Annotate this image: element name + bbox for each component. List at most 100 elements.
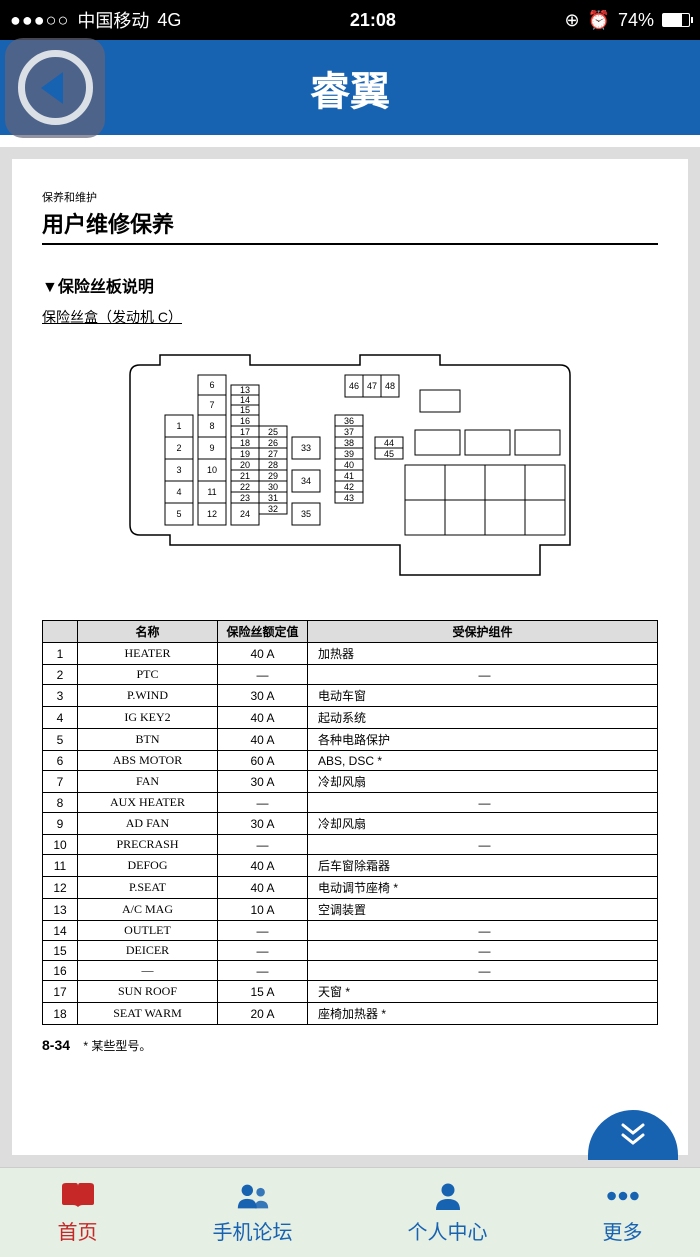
fuse-table: 名称 保险丝额定值 受保护组件 1HEATER40 A加热器2PTC——3P.W… [42,620,658,1025]
svg-text:2: 2 [176,443,181,453]
tab-profile[interactable]: 个人中心 [408,1180,488,1245]
table-row: 16——— [43,961,658,981]
footnote-text: * 某些型号。 [83,1039,151,1053]
tab-forum[interactable]: 手机论坛 [213,1180,293,1245]
chevron-down-double-icon [618,1122,648,1148]
table-row: 5BTN40 A各种电路保护 [43,729,658,751]
page-title: 用户维修保养 [42,207,658,245]
fuse-diagram: 1 2 3 4 5 6 7 8 9 10 11 12 13 14 15 16 1… [120,345,580,585]
svg-text:20: 20 [240,460,250,470]
svg-text:43: 43 [344,493,354,503]
svg-text:21: 21 [240,471,250,481]
svg-text:9: 9 [209,443,214,453]
svg-text:48: 48 [385,381,395,391]
svg-text:7: 7 [209,400,214,410]
table-row: 12P.SEAT40 A电动调节座椅 * [43,877,658,899]
svg-text:17: 17 [240,427,250,437]
subsection-title: 保险丝盒（发动机 C） [42,307,658,327]
table-row: 8AUX HEATER—— [43,793,658,813]
svg-text:38: 38 [344,438,354,448]
table-row: 15DEICER—— [43,941,658,961]
svg-text:8: 8 [209,421,214,431]
svg-text:47: 47 [367,381,377,391]
svg-text:45: 45 [384,449,394,459]
svg-text:31: 31 [268,493,278,503]
table-row: 17SUN ROOF15 A天窗 * [43,981,658,1003]
svg-text:22: 22 [240,482,250,492]
nav-header: 睿翼 [0,40,700,135]
expand-button[interactable] [588,1110,678,1160]
nav-title: 睿翼 [310,59,390,117]
carrier-label: 中国移动 [77,7,149,33]
table-row: 11DEFOG40 A后车窗除霜器 [43,855,658,877]
svg-text:37: 37 [344,427,354,437]
svg-text:36: 36 [344,416,354,426]
svg-text:41: 41 [344,471,354,481]
table-row: 9AD FAN30 A冷却风扇 [43,813,658,835]
svg-text:3: 3 [176,465,181,475]
th-name: 名称 [78,621,218,643]
svg-text:5: 5 [176,509,181,519]
svg-text:26: 26 [268,438,278,448]
svg-text:10: 10 [207,465,217,475]
svg-text:16: 16 [240,416,250,426]
svg-text:11: 11 [207,487,216,497]
table-row: 10PRECRASH—— [43,835,658,855]
table-row: 1HEATER40 A加热器 [43,643,658,665]
svg-text:24: 24 [240,509,250,519]
table-row: 3P.WIND30 A电动车窗 [43,685,658,707]
document-page: 保养和维护 用户维修保养 ▼保险丝板说明 保险丝盒（发动机 C） 1 2 3 4… [12,159,688,1155]
svg-text:46: 46 [349,381,359,391]
tab-label: 更多 [603,1216,643,1245]
breadcrumb: 保养和维护 [42,189,658,205]
svg-text:28: 28 [268,460,278,470]
svg-text:44: 44 [384,438,394,448]
table-row: 7FAN30 A冷却风扇 [43,771,658,793]
svg-text:19: 19 [240,449,250,459]
tab-home[interactable]: 首页 [58,1180,98,1245]
svg-text:42: 42 [344,482,354,492]
svg-text:35: 35 [301,509,311,519]
svg-text:1: 1 [176,421,181,431]
th-rating: 保险丝额定值 [218,621,308,643]
table-row: 4IG KEY240 A起动系统 [43,707,658,729]
alarm-icon: ⏰ [588,10,610,31]
svg-text:14: 14 [240,395,250,405]
page-number: 8-34 [42,1037,70,1053]
th-component: 受保护组件 [308,621,658,643]
section-title: ▼保险丝板说明 [42,273,658,297]
tab-label: 个人中心 [408,1216,488,1245]
svg-text:15: 15 [240,405,250,415]
svg-text:6: 6 [209,380,214,390]
svg-text:29: 29 [268,471,278,481]
svg-text:40: 40 [344,460,354,470]
back-button[interactable] [5,38,105,138]
tab-more[interactable]: 更多 [603,1180,643,1245]
tab-label: 首页 [58,1216,98,1245]
svg-text:39: 39 [344,449,354,459]
svg-text:13: 13 [240,385,250,395]
svg-text:30: 30 [268,482,278,492]
footnote: 8-34 * 某些型号。 [42,1037,658,1054]
signal-dots: ●●●○○ [10,10,69,31]
more-icon [604,1180,642,1212]
svg-text:34: 34 [301,476,311,486]
battery-icon [662,13,690,27]
status-bar: ●●●○○ 中国移动 4G 21:08 ⊕ ⏰ 74% [0,0,700,40]
svg-text:23: 23 [240,493,250,503]
svg-text:33: 33 [301,443,311,453]
person-icon [429,1180,467,1212]
svg-text:27: 27 [268,449,278,459]
table-row: 13A/C MAG10 A空调装置 [43,899,658,921]
svg-text:4: 4 [176,487,181,497]
content-area: 保养和维护 用户维修保养 ▼保险丝板说明 保险丝盒（发动机 C） 1 2 3 4… [0,147,700,1167]
svg-text:18: 18 [240,438,250,448]
battery-label: 74% [618,10,654,31]
book-icon [59,1180,97,1212]
table-row: 14OUTLET—— [43,921,658,941]
tab-bar: 首页 手机论坛 个人中心 更多 [0,1167,700,1257]
table-row: 2PTC—— [43,665,658,685]
th-index [43,621,78,643]
time-label: 21:08 [350,10,396,31]
table-row: 6ABS MOTOR60 AABS, DSC * [43,751,658,771]
